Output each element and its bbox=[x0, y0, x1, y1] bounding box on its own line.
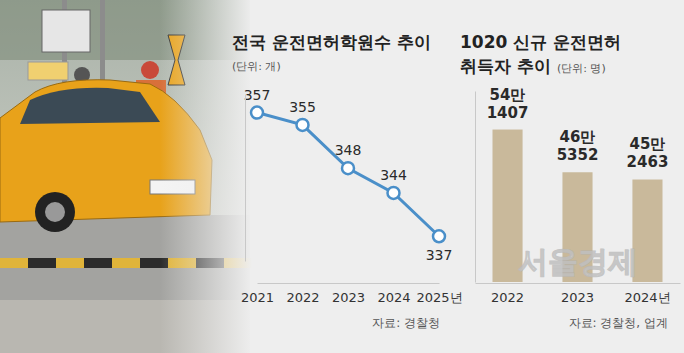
point bbox=[433, 230, 445, 242]
x-tick-label: 2023 bbox=[332, 290, 365, 305]
chart-line: 전국 운전면허학원수 추이(단위: 개)35735534834433720212… bbox=[232, 32, 463, 330]
point bbox=[297, 119, 309, 131]
point bbox=[342, 162, 354, 174]
x-tick: 2022 bbox=[491, 283, 524, 305]
data-label: 357 bbox=[244, 87, 271, 103]
x-tick: 2023 bbox=[332, 283, 365, 305]
x-tick: 2024년 bbox=[624, 283, 670, 305]
photo-car-wheel bbox=[35, 192, 75, 232]
data-label: 337 bbox=[426, 247, 453, 263]
x-tick: 2025년 bbox=[416, 283, 462, 305]
y-axis-line bbox=[475, 92, 476, 283]
x-tick: 2023 bbox=[561, 283, 594, 305]
background bbox=[0, 0, 684, 353]
data-label: 54만1407 bbox=[487, 86, 529, 122]
y-axis bbox=[245, 95, 246, 262]
x-tick: 2024 bbox=[377, 283, 410, 305]
x-tick-label: 2025년 bbox=[416, 290, 462, 305]
photo-curb bbox=[112, 258, 140, 268]
title: 1020 신규 운전면허취득자 추이 bbox=[460, 32, 621, 76]
source: 자료: 경찰청 bbox=[372, 316, 440, 330]
y-axis-line bbox=[245, 95, 246, 262]
photo-car-wheel bbox=[45, 202, 65, 222]
x-tick-label: 2023 bbox=[561, 290, 594, 305]
x-tick-label: 2024년 bbox=[624, 290, 670, 305]
x-tick: 2021 bbox=[241, 283, 274, 305]
x-axis: 2022 2023 2024년 bbox=[476, 283, 681, 305]
photo-curb bbox=[0, 258, 28, 268]
subtitle: (단위: 개) bbox=[232, 60, 281, 73]
point bbox=[388, 187, 400, 199]
y-axis bbox=[475, 92, 476, 283]
title: 전국 운전면허학원수 추이 bbox=[232, 32, 431, 52]
photo bbox=[0, 0, 252, 353]
x-tick-label: 2021 bbox=[241, 290, 274, 305]
data-label: 355 bbox=[289, 99, 316, 115]
subtitle: (단위: 명) bbox=[557, 62, 606, 75]
x-tick-label: 2024 bbox=[377, 290, 410, 305]
photo-car-window bbox=[20, 88, 160, 124]
data-label: 45만2463 bbox=[627, 135, 669, 171]
source: 자료: 경찰청, 업계 bbox=[569, 316, 669, 330]
data-label: 344 bbox=[380, 167, 407, 183]
x-tick: 2022 bbox=[286, 283, 319, 305]
photo-person bbox=[141, 61, 159, 79]
x-axis-line bbox=[258, 283, 440, 284]
photo-pole bbox=[100, 0, 105, 80]
watermark: 서울경제 bbox=[518, 244, 638, 279]
point bbox=[251, 107, 263, 119]
photo-curb bbox=[84, 258, 112, 268]
chart-bar: 1020 신규 운전면허취득자 추이(단위: 명) 54만1407 46만5352 4… bbox=[460, 32, 681, 330]
x-tick-label: 2022 bbox=[491, 290, 524, 305]
photo-curb bbox=[28, 258, 56, 268]
marks bbox=[251, 107, 445, 243]
photo-sign bbox=[42, 10, 90, 52]
photo-car-roofsign bbox=[28, 62, 68, 80]
x-tick-label: 2022 bbox=[286, 290, 319, 305]
x-axis-line bbox=[476, 283, 681, 284]
x-axis: 2021 2022 2023 2024 2025년 bbox=[241, 283, 463, 305]
photo-fade bbox=[160, 0, 252, 353]
data-label: 46만5352 bbox=[557, 128, 599, 164]
photo-curb bbox=[56, 258, 84, 268]
chart-svg: 전국 운전면허학원수 추이(단위: 개)35735534834433720212… bbox=[0, 0, 684, 353]
data-label: 348 bbox=[335, 142, 362, 158]
line bbox=[257, 113, 439, 237]
